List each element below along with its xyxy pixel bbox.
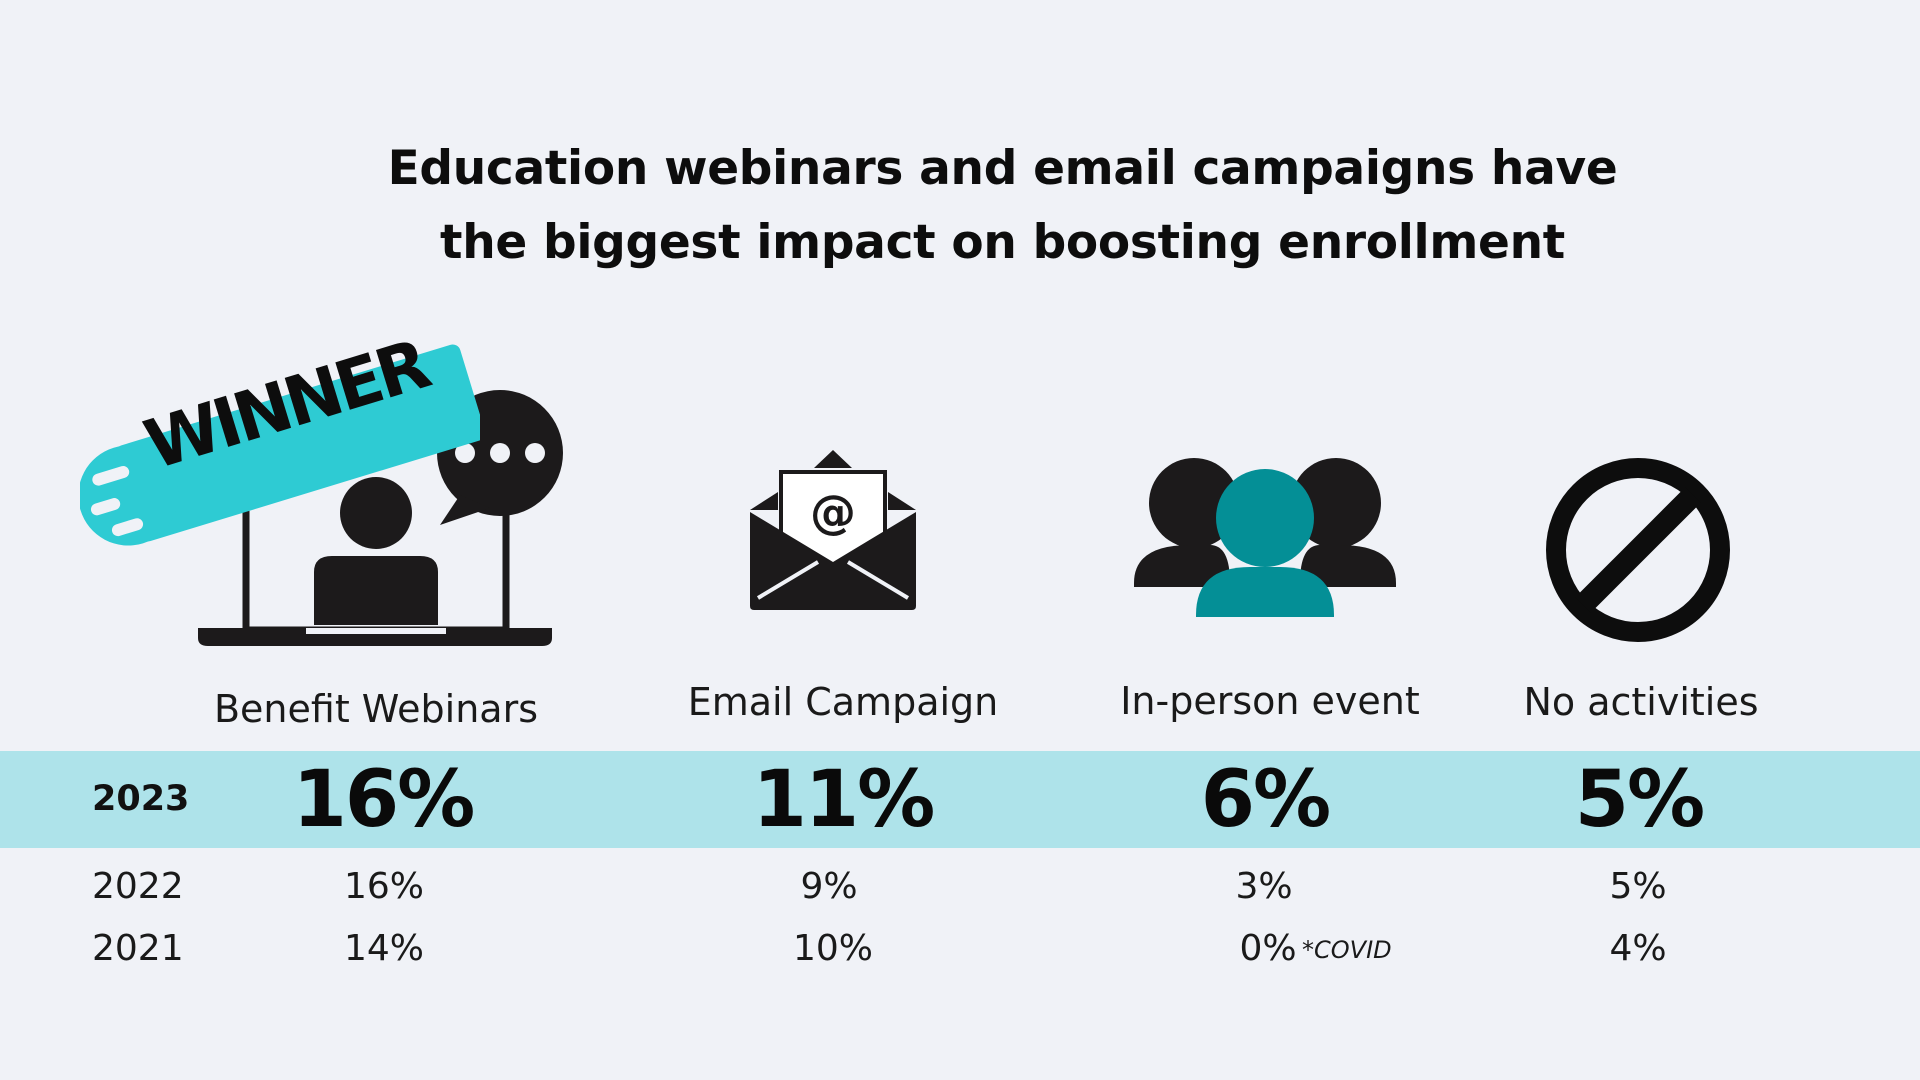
value-2022: 3% xyxy=(1235,866,1293,907)
value-2023: 11% xyxy=(752,755,936,845)
value-2021: 4% xyxy=(1609,928,1667,969)
title-line-1: Education webinars and email campaigns h… xyxy=(387,141,1618,196)
value-2022: 16% xyxy=(343,866,424,907)
value-2022: 5% xyxy=(1609,866,1667,907)
value-2021: 10% xyxy=(792,928,873,969)
value-2021: 14% xyxy=(343,928,424,969)
category-label: Email Campaign xyxy=(687,680,999,724)
year-label-2023: 2023 xyxy=(92,779,190,819)
category-label: No activities xyxy=(1523,680,1759,724)
category-label: Benefit Webinars xyxy=(213,687,539,731)
chart-title: Education webinars and email campaigns h… xyxy=(0,132,1920,280)
people-group-icon xyxy=(1134,458,1396,617)
email-envelope-icon: @ xyxy=(750,450,916,610)
value-2023: 16% xyxy=(292,755,476,845)
winner-badge xyxy=(80,344,480,546)
category-label: In-person event xyxy=(1120,679,1420,723)
svg-text:@: @ xyxy=(810,485,856,539)
year-label-2021: 2021 xyxy=(92,928,184,969)
covid-annotation: *COVID xyxy=(1302,936,1392,964)
year-label-2022: 2022 xyxy=(92,866,184,907)
value-2021: 0% xyxy=(1239,928,1297,969)
prohibited-icon xyxy=(1546,458,1730,642)
value-2023: 6% xyxy=(1200,755,1331,845)
highlight-band-2023 xyxy=(0,751,1920,848)
value-2023: 5% xyxy=(1574,755,1705,845)
value-2022: 9% xyxy=(800,866,858,907)
laptop-chat-icon xyxy=(198,390,563,646)
title-line-2: the biggest impact on boosting enrollmen… xyxy=(440,215,1565,270)
